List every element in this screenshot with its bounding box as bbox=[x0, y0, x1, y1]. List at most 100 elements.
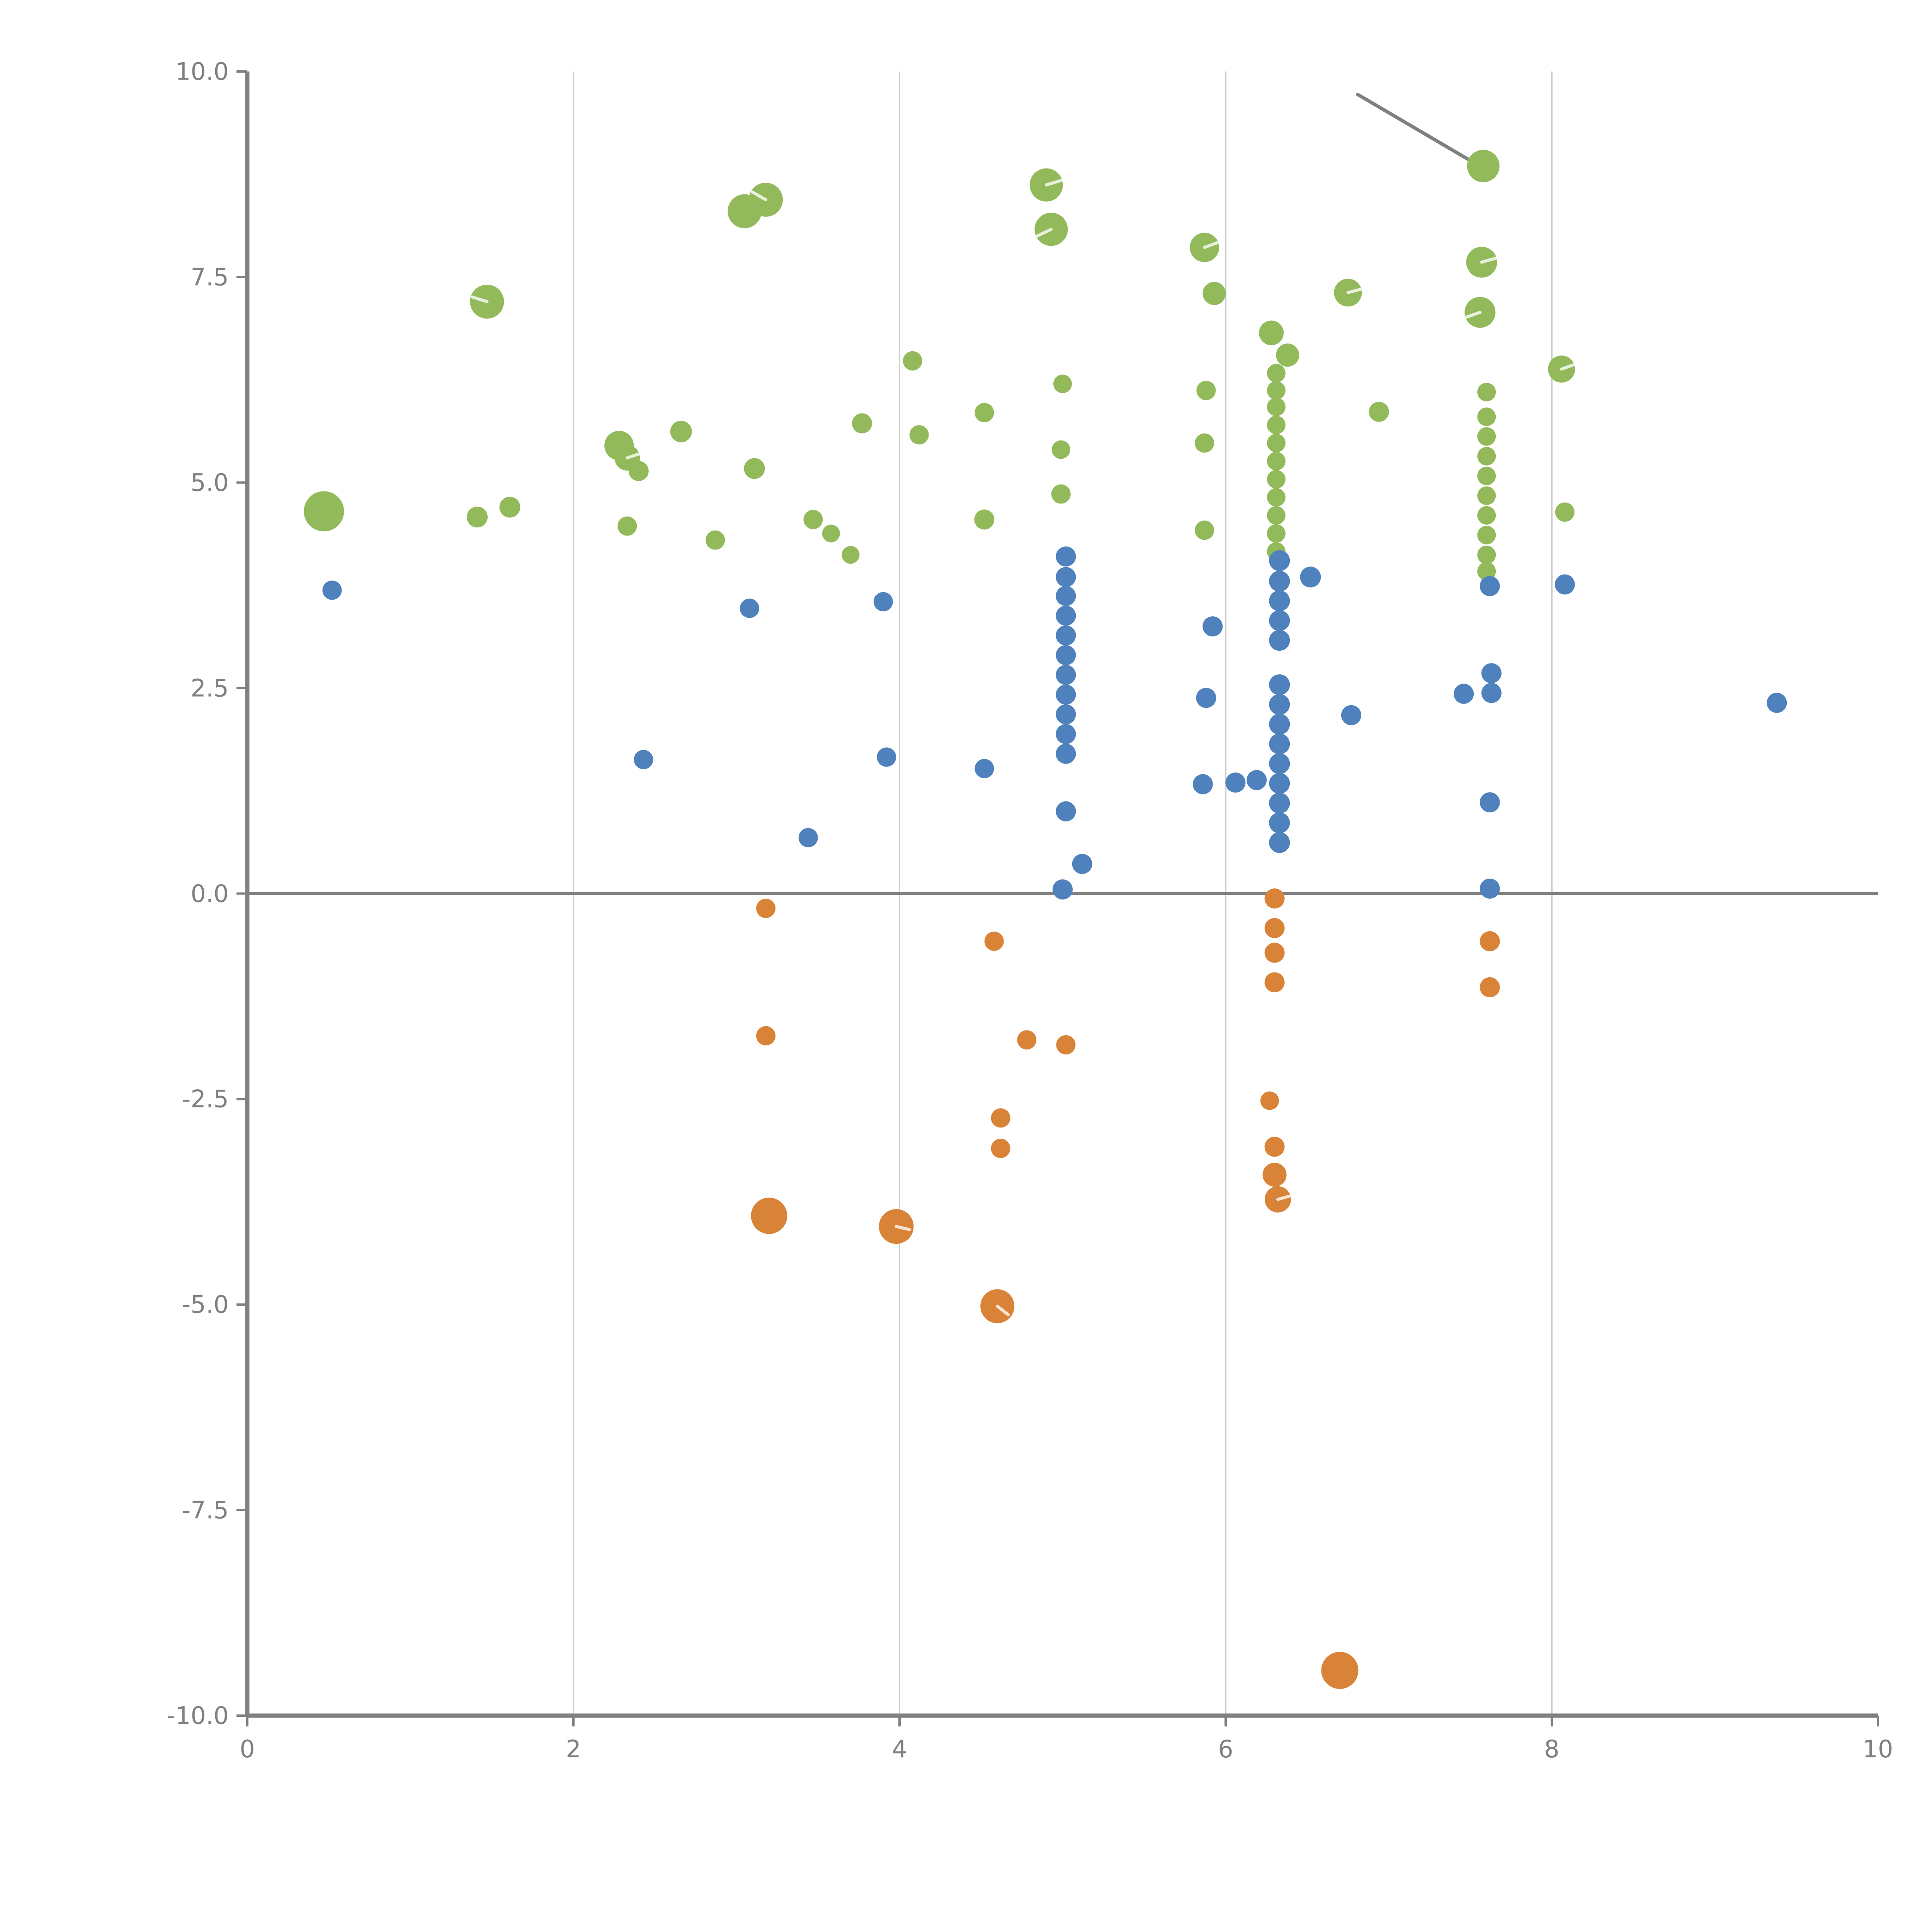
data-point[interactable] bbox=[1056, 546, 1076, 567]
data-point[interactable] bbox=[1267, 524, 1286, 543]
data-point[interactable] bbox=[1269, 812, 1290, 833]
data-point[interactable] bbox=[1477, 526, 1496, 544]
data-point[interactable] bbox=[1051, 440, 1070, 459]
data-point[interactable] bbox=[1481, 663, 1502, 684]
data-point[interactable] bbox=[1269, 630, 1290, 651]
data-point[interactable] bbox=[798, 828, 818, 847]
data-point[interactable] bbox=[1767, 692, 1787, 713]
data-point[interactable] bbox=[1196, 688, 1216, 708]
data-point[interactable] bbox=[1267, 506, 1286, 525]
series-blue-points[interactable] bbox=[322, 546, 1787, 900]
data-point[interactable] bbox=[1276, 343, 1299, 367]
data-point[interactable] bbox=[1269, 793, 1290, 814]
data-point[interactable] bbox=[1269, 733, 1290, 755]
data-point[interactable] bbox=[1341, 705, 1361, 725]
data-point[interactable] bbox=[1267, 452, 1286, 471]
data-point[interactable] bbox=[670, 420, 692, 442]
data-point[interactable] bbox=[975, 759, 994, 779]
data-point[interactable] bbox=[1267, 381, 1286, 400]
data-point[interactable] bbox=[1477, 447, 1496, 466]
data-point[interactable] bbox=[617, 516, 637, 536]
data-point[interactable] bbox=[1467, 150, 1500, 182]
data-point[interactable] bbox=[1477, 486, 1496, 505]
data-point[interactable] bbox=[803, 510, 823, 529]
data-point[interactable] bbox=[1053, 879, 1073, 900]
data-point[interactable] bbox=[1056, 684, 1076, 705]
data-point[interactable] bbox=[1269, 832, 1290, 853]
data-point[interactable] bbox=[1267, 488, 1286, 507]
data-point[interactable] bbox=[1477, 545, 1496, 564]
data-point[interactable] bbox=[1454, 684, 1474, 704]
data-point[interactable] bbox=[1051, 484, 1071, 504]
data-point[interactable] bbox=[1056, 605, 1076, 626]
data-point[interactable] bbox=[1260, 1091, 1279, 1110]
data-point[interactable] bbox=[1554, 574, 1575, 595]
data-point[interactable] bbox=[1481, 683, 1502, 703]
data-point[interactable] bbox=[1267, 415, 1286, 434]
data-point[interactable] bbox=[1264, 942, 1285, 963]
data-point[interactable] bbox=[706, 530, 725, 550]
data-point[interactable] bbox=[1056, 1035, 1076, 1054]
data-point[interactable] bbox=[1269, 674, 1290, 696]
data-point[interactable] bbox=[1247, 770, 1267, 790]
data-point[interactable] bbox=[1369, 401, 1389, 422]
data-point[interactable] bbox=[1264, 918, 1285, 938]
data-point[interactable] bbox=[1056, 625, 1076, 646]
data-point[interactable] bbox=[756, 898, 776, 918]
data-point[interactable] bbox=[1017, 1030, 1037, 1050]
data-point[interactable] bbox=[1477, 383, 1496, 401]
data-point[interactable] bbox=[1477, 466, 1496, 485]
data-point[interactable] bbox=[1480, 931, 1500, 951]
data-point[interactable] bbox=[740, 599, 759, 618]
data-point[interactable] bbox=[1300, 566, 1321, 588]
data-point[interactable] bbox=[842, 546, 860, 564]
data-point[interactable] bbox=[1056, 704, 1076, 724]
data-point[interactable] bbox=[1321, 1651, 1359, 1689]
data-point[interactable] bbox=[1056, 567, 1076, 587]
data-point[interactable] bbox=[975, 403, 994, 422]
data-point[interactable] bbox=[1196, 381, 1216, 400]
data-point[interactable] bbox=[1267, 398, 1286, 417]
data-point[interactable] bbox=[744, 458, 765, 479]
data-point[interactable] bbox=[877, 747, 896, 767]
data-point[interactable] bbox=[1202, 616, 1223, 637]
data-point[interactable] bbox=[1225, 772, 1246, 793]
data-point[interactable] bbox=[1264, 1136, 1285, 1157]
data-point[interactable] bbox=[1269, 571, 1290, 592]
data-point[interactable] bbox=[1056, 586, 1076, 606]
data-point[interactable] bbox=[1195, 520, 1214, 540]
data-point[interactable] bbox=[1267, 364, 1286, 383]
series-green-points[interactable] bbox=[304, 150, 1577, 581]
data-point[interactable] bbox=[1477, 562, 1496, 581]
data-point[interactable] bbox=[1480, 977, 1500, 998]
data-point[interactable] bbox=[1202, 282, 1226, 305]
data-point[interactable] bbox=[1262, 1163, 1287, 1187]
data-point[interactable] bbox=[1480, 792, 1500, 813]
data-point[interactable] bbox=[903, 351, 922, 371]
data-point[interactable] bbox=[1056, 645, 1076, 665]
data-point[interactable] bbox=[1267, 434, 1286, 452]
data-point[interactable] bbox=[1480, 576, 1500, 596]
data-point[interactable] bbox=[974, 509, 995, 530]
data-point[interactable] bbox=[1072, 854, 1092, 874]
data-point[interactable] bbox=[852, 413, 872, 434]
data-point[interactable] bbox=[909, 425, 929, 445]
data-point[interactable] bbox=[756, 1026, 776, 1046]
data-point[interactable] bbox=[1269, 773, 1290, 794]
data-point[interactable] bbox=[984, 931, 1004, 951]
data-point[interactable] bbox=[1477, 407, 1496, 426]
data-point[interactable] bbox=[873, 592, 893, 612]
data-point[interactable] bbox=[1269, 610, 1290, 631]
data-point[interactable] bbox=[1269, 694, 1290, 715]
data-point[interactable] bbox=[1269, 753, 1290, 774]
data-point[interactable] bbox=[467, 507, 488, 528]
data-point[interactable] bbox=[1269, 714, 1290, 735]
data-point[interactable] bbox=[1259, 320, 1284, 345]
data-point[interactable] bbox=[1056, 743, 1076, 764]
data-point[interactable] bbox=[1264, 972, 1285, 993]
series-orange-points[interactable] bbox=[751, 888, 1500, 1689]
data-point[interactable] bbox=[1053, 374, 1072, 393]
data-point[interactable] bbox=[991, 1108, 1010, 1128]
data-point[interactable] bbox=[1195, 433, 1214, 453]
data-point[interactable] bbox=[634, 750, 653, 769]
